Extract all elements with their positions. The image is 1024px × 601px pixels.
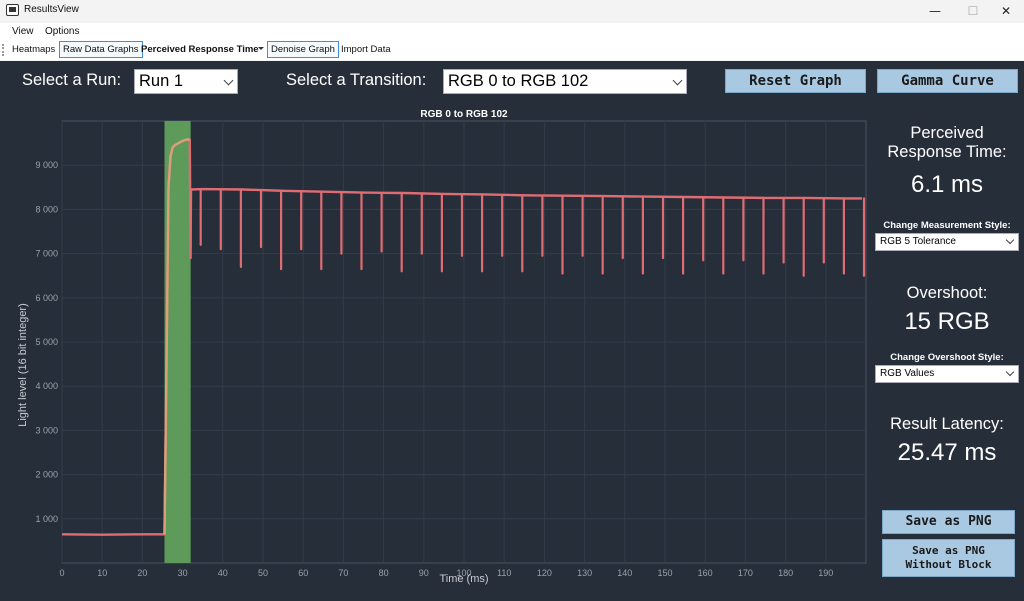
x-tick-label: 160 bbox=[698, 568, 713, 578]
denoise-graph-button[interactable]: Denoise Graph bbox=[267, 41, 339, 58]
x-tick-label: 70 bbox=[338, 568, 348, 578]
result-latency-label: Result Latency: bbox=[890, 415, 1004, 433]
app-icon bbox=[6, 4, 19, 16]
measurement-style-value: RGB 5 Tolerance bbox=[880, 236, 956, 247]
menu-options[interactable]: Options bbox=[45, 26, 80, 37]
chevron-down-icon bbox=[1005, 367, 1015, 377]
chevron-down-icon bbox=[672, 75, 683, 86]
select-run-label: Select a Run: bbox=[22, 71, 122, 89]
x-tick-label: 100 bbox=[456, 568, 471, 578]
chart-y-axis-label: Light level (16 bit integer) bbox=[17, 303, 29, 427]
x-tick-label: 110 bbox=[497, 568, 511, 578]
x-tick-label: 20 bbox=[137, 568, 147, 578]
x-tick-label: 90 bbox=[419, 568, 429, 578]
y-tick-label: 6 000 bbox=[35, 293, 58, 303]
y-tick-label: 4 000 bbox=[35, 381, 58, 391]
x-tick-label: 80 bbox=[379, 568, 389, 578]
overshoot-value: 15 RGB bbox=[904, 308, 990, 335]
save-png-without-block-line2: Without Block bbox=[905, 558, 992, 571]
close-button[interactable]: ✕ bbox=[1000, 4, 1012, 18]
maximize-button[interactable]: ☐ bbox=[967, 4, 979, 18]
chevron-down-icon bbox=[1005, 235, 1015, 245]
window-title: ResultsView bbox=[24, 4, 79, 15]
minimize-button[interactable]: — bbox=[929, 4, 941, 18]
x-tick-label: 130 bbox=[577, 568, 592, 578]
chart-title: RGB 0 to RGB 102 bbox=[420, 109, 508, 120]
save-png-button[interactable]: Save as PNG bbox=[882, 510, 1015, 534]
transition-select[interactable]: RGB 0 to RGB 102 bbox=[443, 69, 687, 94]
perceived-response-value: 6.1 ms bbox=[910, 171, 984, 198]
y-tick-label: 9 000 bbox=[35, 160, 58, 170]
heatmaps-button[interactable]: Heatmaps bbox=[12, 44, 56, 55]
x-tick-label: 190 bbox=[818, 568, 833, 578]
y-tick-label: 3 000 bbox=[35, 425, 58, 435]
measurement-style-select[interactable]: RGB 5 Tolerance bbox=[875, 233, 1019, 251]
raw-data-graphs-button[interactable]: Raw Data Graphs bbox=[59, 41, 143, 58]
y-tick-label: 2 000 bbox=[35, 470, 58, 480]
measurement-style-label: Change Measurement Style: bbox=[883, 220, 1011, 231]
chart-line-layer bbox=[61, 138, 866, 536]
x-tick-label: 60 bbox=[298, 568, 308, 578]
import-data-button[interactable]: Import Data bbox=[341, 44, 391, 55]
chevron-down-icon bbox=[223, 75, 234, 86]
menu-view[interactable]: View bbox=[12, 26, 34, 37]
toolbar: Heatmaps Raw Data Graphs Perceived Respo… bbox=[0, 40, 1024, 60]
perceived-response-label: Perceived Response Time: bbox=[872, 124, 1022, 162]
perceived-label-line2: Response Time: bbox=[887, 143, 1007, 161]
perceived-label-line1: Perceived bbox=[910, 124, 984, 142]
save-png-without-block-line1: Save as PNG bbox=[912, 544, 985, 557]
x-tick-label: 170 bbox=[738, 568, 753, 578]
x-tick-label: 140 bbox=[617, 568, 632, 578]
series-line-highlighted bbox=[163, 138, 190, 535]
chart-axes: 0 10 20 30 40 50 60 70 80 90 100 110 120 130 140 150 160… bbox=[35, 160, 833, 578]
x-tick-label: 30 bbox=[178, 568, 188, 578]
run-select-value: Run 1 bbox=[139, 72, 184, 90]
gamma-curve-button[interactable]: Gamma Curve bbox=[877, 69, 1018, 93]
overshoot-style-value: RGB Values bbox=[880, 368, 935, 379]
x-tick-label: 40 bbox=[218, 568, 228, 578]
x-tick-label: 50 bbox=[258, 568, 268, 578]
x-tick-label: 180 bbox=[778, 568, 793, 578]
title-bar: ResultsView — ☐ ✕ bbox=[0, 0, 1024, 22]
select-transition-label: Select a Transition: bbox=[286, 71, 427, 89]
overshoot-style-select[interactable]: RGB Values bbox=[875, 365, 1019, 383]
overshoot-label: Overshoot: bbox=[906, 284, 988, 302]
x-tick-label: 150 bbox=[657, 568, 672, 578]
result-latency-value: 25.47 ms bbox=[897, 439, 997, 466]
menu-bar: View Options bbox=[0, 23, 1024, 41]
response-chart[interactable]: RGB 0 to RGB 102 0 10 20 30 40 50 60 70 80 90 100 1… bbox=[0, 101, 870, 586]
x-tick-label: 120 bbox=[537, 568, 552, 578]
perceived-response-time-dropdown[interactable]: Perceived Response Time bbox=[141, 44, 259, 55]
transition-select-value: RGB 0 to RGB 102 bbox=[448, 72, 589, 90]
x-tick-label: 0 bbox=[59, 568, 64, 578]
y-tick-label: 5 000 bbox=[35, 337, 58, 347]
y-tick-label: 7 000 bbox=[35, 249, 58, 259]
save-png-without-block-button[interactable]: Save as PNG Without Block bbox=[882, 539, 1015, 577]
y-tick-label: 8 000 bbox=[35, 204, 58, 214]
y-tick-label: 1 000 bbox=[35, 514, 58, 524]
results-panel: Select a Run: Run 1 Select a Transition:… bbox=[0, 61, 1024, 601]
reset-graph-button[interactable]: Reset Graph bbox=[725, 69, 866, 93]
chevron-down-icon[interactable] bbox=[258, 47, 264, 50]
x-tick-label: 10 bbox=[97, 568, 107, 578]
overshoot-style-label: Change Overshoot Style: bbox=[890, 352, 1004, 363]
toolbar-grip[interactable] bbox=[2, 44, 4, 56]
run-select[interactable]: Run 1 bbox=[134, 69, 238, 94]
chart-x-axis-label: Time (ms) bbox=[439, 573, 488, 585]
